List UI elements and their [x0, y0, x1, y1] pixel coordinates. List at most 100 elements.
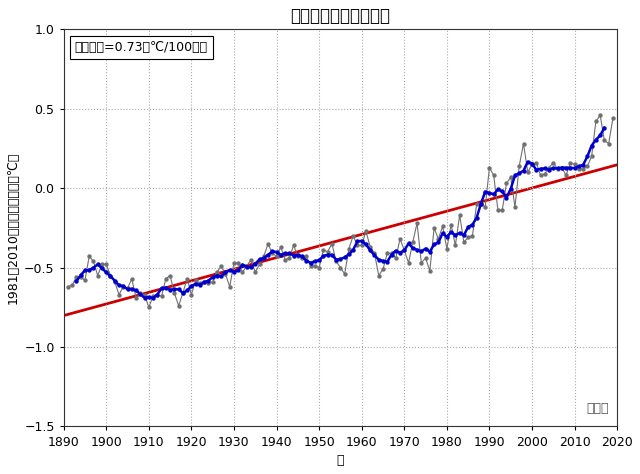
Point — [191, 280, 201, 288]
Point — [165, 286, 175, 293]
Point — [199, 278, 209, 286]
Point — [472, 200, 482, 208]
Point — [318, 252, 328, 260]
Point — [480, 188, 490, 195]
Point — [442, 233, 452, 241]
Point — [122, 285, 132, 293]
Point — [88, 264, 99, 272]
Point — [169, 289, 179, 297]
Point — [506, 185, 516, 192]
Point — [369, 249, 380, 257]
Point — [374, 272, 384, 279]
Point — [259, 253, 269, 260]
Point — [220, 269, 230, 276]
Point — [467, 221, 477, 228]
Point — [101, 269, 111, 276]
Point — [353, 237, 363, 245]
Point — [540, 164, 550, 172]
Point — [348, 246, 358, 254]
Point — [573, 163, 584, 170]
Point — [292, 251, 303, 259]
Point — [284, 249, 294, 257]
Point — [327, 240, 337, 247]
Point — [387, 251, 397, 258]
Point — [246, 263, 256, 271]
Point — [438, 229, 448, 237]
Point — [335, 264, 346, 272]
Point — [552, 164, 563, 172]
Point — [169, 285, 179, 293]
Point — [67, 281, 77, 289]
Point — [118, 282, 129, 290]
Point — [570, 161, 580, 168]
Point — [484, 189, 495, 197]
Point — [93, 261, 103, 268]
Point — [536, 172, 546, 179]
Point — [173, 302, 184, 310]
Point — [387, 249, 397, 257]
Point — [374, 256, 384, 264]
Point — [356, 242, 367, 249]
Point — [425, 267, 435, 274]
Point — [510, 172, 520, 179]
Point — [229, 268, 239, 275]
Point — [331, 257, 341, 265]
Point — [548, 164, 559, 172]
Point — [207, 273, 218, 281]
Point — [353, 242, 363, 249]
Point — [284, 254, 294, 262]
Point — [446, 221, 456, 228]
Point — [573, 165, 584, 173]
Point — [305, 262, 316, 270]
Point — [561, 172, 572, 179]
Point — [114, 282, 124, 289]
Point — [557, 164, 567, 171]
Point — [340, 254, 350, 261]
Point — [173, 285, 184, 293]
Point — [514, 169, 524, 177]
Point — [382, 258, 392, 265]
Point — [523, 168, 533, 176]
Point — [565, 164, 575, 172]
Point — [76, 272, 86, 279]
Point — [76, 273, 86, 281]
Point — [514, 162, 524, 170]
Point — [71, 277, 81, 285]
Point — [84, 253, 94, 260]
Point — [591, 118, 601, 125]
Point — [497, 207, 508, 214]
Point — [263, 240, 273, 247]
Point — [365, 246, 375, 254]
Point — [135, 291, 145, 298]
Point — [348, 232, 358, 240]
Point — [216, 262, 227, 270]
Point — [212, 272, 222, 279]
Point — [178, 289, 188, 297]
Point — [608, 114, 618, 122]
Point — [403, 259, 413, 266]
Point — [570, 164, 580, 172]
Point — [271, 248, 282, 256]
Point — [131, 294, 141, 301]
Point — [250, 260, 260, 268]
Point — [433, 235, 444, 243]
Point — [557, 164, 567, 171]
Point — [480, 203, 490, 211]
Point — [438, 222, 448, 230]
Point — [408, 238, 418, 246]
Point — [182, 287, 192, 294]
Point — [595, 111, 605, 119]
Point — [233, 266, 243, 274]
Point — [604, 140, 614, 147]
Point — [390, 254, 401, 262]
Point — [140, 294, 150, 301]
Point — [501, 180, 511, 187]
Point — [356, 237, 367, 245]
Point — [578, 165, 588, 173]
Point — [127, 285, 137, 292]
Point — [131, 287, 141, 294]
Point — [454, 229, 465, 237]
Point — [327, 251, 337, 259]
Point — [433, 239, 444, 246]
Point — [178, 289, 188, 297]
